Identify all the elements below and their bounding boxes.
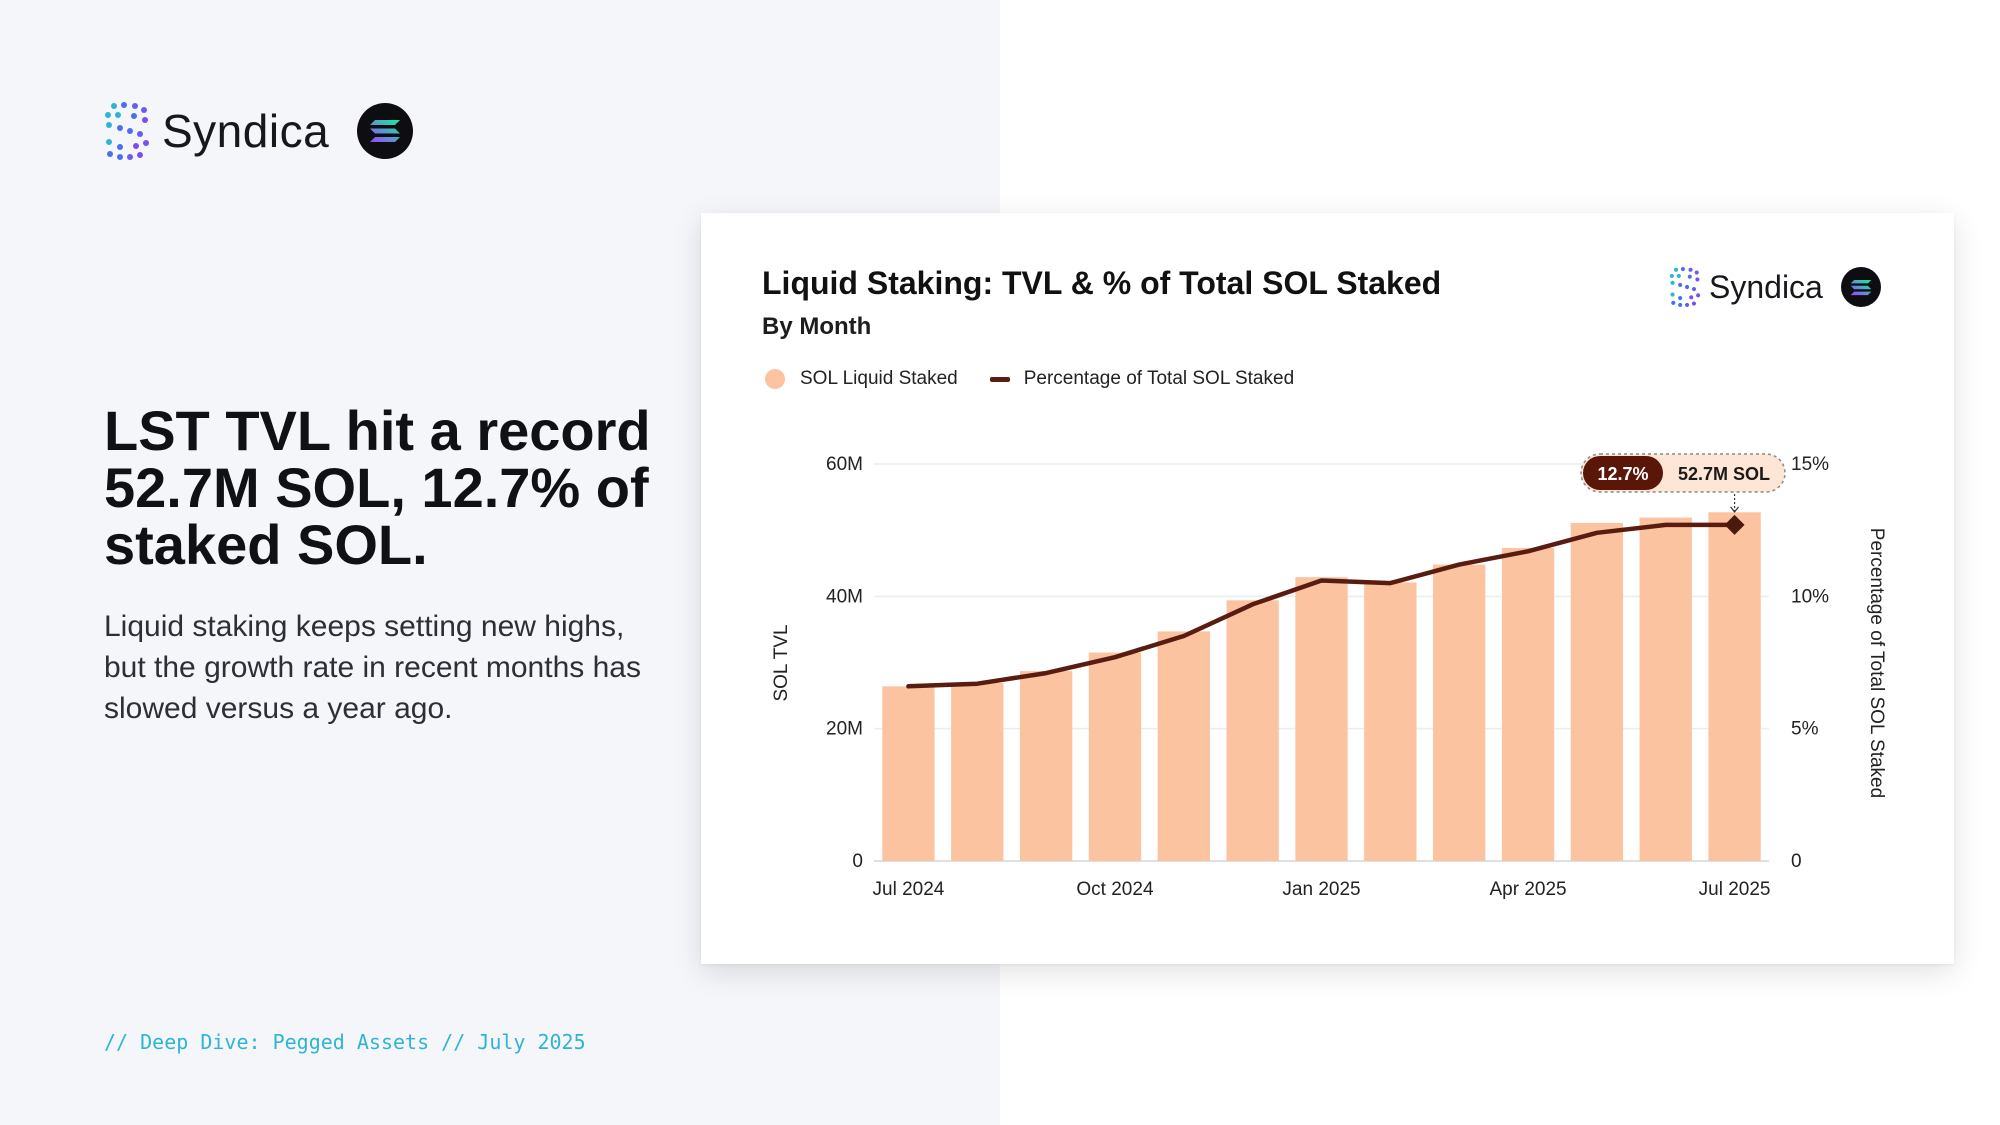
bar xyxy=(1433,564,1486,861)
card-brand: Syndica xyxy=(1669,267,1881,307)
y-right-tick-label: 5% xyxy=(1791,719,1819,740)
bar xyxy=(1364,582,1417,861)
y-right-tick-label: 15% xyxy=(1791,454,1829,475)
bar xyxy=(1639,517,1692,861)
chart-card: Liquid Staking: TVL & % of Total SOL Sta… xyxy=(701,213,1954,964)
annotation-pct: 12.7% xyxy=(1597,464,1648,484)
bar xyxy=(1708,512,1761,861)
x-tick-label: Apr 2025 xyxy=(1489,879,1566,900)
legend-label-bars: SOL Liquid Staked xyxy=(800,368,958,389)
bar xyxy=(1088,652,1142,861)
syndica-logo-icon xyxy=(105,102,149,160)
y-right-tick-label: 10% xyxy=(1791,586,1829,607)
legend-swatch-line xyxy=(989,376,1010,382)
line-series xyxy=(906,522,1737,689)
solana-logo-icon xyxy=(1840,267,1881,307)
chart-title: Liquid Staking: TVL & % of Total SOL Sta… xyxy=(762,265,1442,301)
subtext: Liquid staking keeps setting new highs, … xyxy=(104,610,641,725)
bar xyxy=(1019,671,1073,861)
y-right-tick-label: 0 xyxy=(1791,851,1802,872)
y-left-tick-label: 40M xyxy=(826,586,863,607)
bar xyxy=(1157,631,1210,861)
chart-plot: 0 20M 40M 60M 0 5% 10% 15% Jul 2024 Oct 2024 Jan 2… xyxy=(771,453,1887,900)
headline: LST TVL hit a record 52.7M SOL, 12.7% of… xyxy=(104,399,651,576)
syndica-logo-icon xyxy=(1669,267,1701,307)
annotation-value: 52.7M SOL xyxy=(1678,464,1770,484)
y-left-tick-label: 0 xyxy=(852,851,863,872)
card-brand-name: Syndica xyxy=(1709,268,1823,305)
bar xyxy=(1295,577,1348,861)
y-left-axis-title: SOL TVL xyxy=(771,624,792,701)
y-left-tick-label: 20M xyxy=(826,719,863,740)
x-tick-label: Oct 2024 xyxy=(1076,879,1154,900)
brand-header: Syndica xyxy=(104,102,414,160)
chart-subtitle: By Month xyxy=(762,313,872,340)
annotation-arrow xyxy=(1730,506,1740,513)
x-tick-label: Jul 2025 xyxy=(1699,879,1771,900)
footer-caption: // Deep Dive: Pegged Assets // July 2025 xyxy=(104,1030,586,1054)
bar xyxy=(882,686,935,861)
y-right-axis-title: Percentage of Total SOL Staked xyxy=(1866,528,1887,798)
solana-logo-icon xyxy=(357,103,414,159)
line-end-marker xyxy=(1724,514,1745,535)
x-tick-label: Jul 2024 xyxy=(873,879,945,900)
bar xyxy=(1501,548,1555,861)
legend-label-line: Percentage of Total SOL Staked xyxy=(1023,368,1295,389)
bar xyxy=(951,683,1004,861)
chart-legend: SOL Liquid Staked Percentage of Total SO… xyxy=(765,368,1294,390)
y-left-tick-label: 60M xyxy=(826,454,863,475)
bar xyxy=(1570,522,1624,861)
annotation-pct-pill xyxy=(1583,456,1663,490)
x-tick-label: Jan 2025 xyxy=(1282,879,1360,900)
brand-name: Syndica xyxy=(162,105,330,157)
legend-swatch-bars xyxy=(765,369,785,389)
bar xyxy=(1226,600,1279,861)
